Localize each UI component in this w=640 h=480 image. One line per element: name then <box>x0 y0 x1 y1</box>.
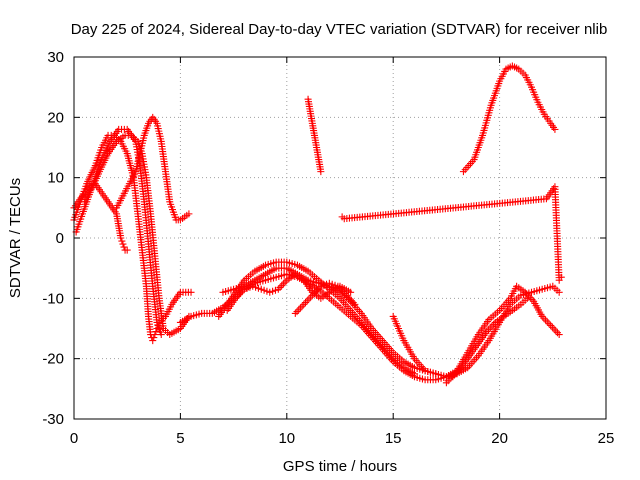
data-point <box>523 294 531 302</box>
data-point <box>347 288 355 296</box>
series-early-arc-e <box>81 125 165 339</box>
tick-labels: 0 5 10 15 20 25 -30 -20 -10 0 10 20 30 <box>42 49 614 447</box>
data-point <box>555 288 563 296</box>
data-point <box>317 168 325 176</box>
y-tick-label: -10 <box>42 290 64 307</box>
data-point <box>410 370 418 378</box>
data-point <box>119 240 127 248</box>
data-point <box>187 288 195 296</box>
chart-title: Day 225 of 2024, Sidereal Day-to-day VTE… <box>71 21 608 38</box>
x-axis-label: GPS time / hours <box>283 458 397 475</box>
x-tick-label: 5 <box>176 430 184 447</box>
series-mid-band-b <box>215 258 418 378</box>
series-mid-band-e <box>291 279 359 317</box>
data-point-dense <box>118 237 126 245</box>
x-tick-label: 25 <box>598 430 615 447</box>
data-point <box>351 300 359 308</box>
y-tick-label: 20 <box>47 109 64 126</box>
x-tick-label: 20 <box>491 430 508 447</box>
series-isolated-points <box>338 183 565 284</box>
y-tick-label: 10 <box>47 170 64 187</box>
data-point <box>185 210 193 218</box>
data-point-dense <box>150 334 158 342</box>
series-late-band-c <box>449 294 531 381</box>
series-steep-11h <box>304 95 325 176</box>
y-tick-label: 30 <box>47 49 64 66</box>
data-point <box>157 331 165 339</box>
series-dawn-rise <box>459 62 559 176</box>
y-axis-label: SDTVAR / TECUs <box>7 178 24 298</box>
y-tick-label: -20 <box>42 351 64 368</box>
x-tick-label: 0 <box>70 430 78 447</box>
data-point <box>151 331 159 339</box>
data-point-dense <box>152 328 160 336</box>
data-marks <box>70 62 565 387</box>
y-tick-label: 0 <box>56 230 64 247</box>
data-point <box>149 337 157 345</box>
data-point-dense <box>120 243 128 251</box>
plot-frame <box>73 56 607 420</box>
x-tick-label: 15 <box>385 430 402 447</box>
data-point <box>557 273 565 281</box>
data-point <box>123 246 131 254</box>
series-early-arc-d <box>113 113 193 224</box>
data-point <box>555 331 563 339</box>
grid <box>74 57 606 419</box>
data-point <box>551 125 559 133</box>
x-tick-label: 10 <box>278 430 295 447</box>
data-point <box>117 234 125 242</box>
y-tick-label: -30 <box>42 411 64 428</box>
